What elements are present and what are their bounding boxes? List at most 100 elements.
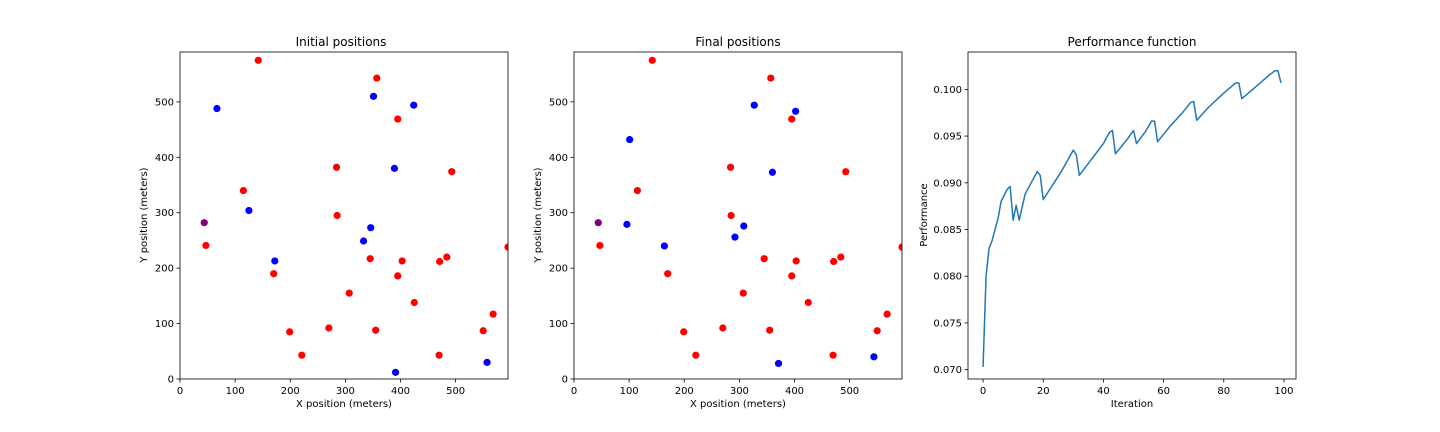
final-x-tick-label: 500 — [840, 386, 859, 397]
final-red-point — [788, 115, 796, 123]
performance-axes-frame — [967, 51, 1297, 380]
performance-y-axis-label: Performance — [919, 183, 930, 246]
initial-red-point — [373, 74, 381, 82]
performance-x-tick-label: 20 — [1037, 386, 1050, 397]
initial-blue-point — [369, 92, 378, 100]
performance-panel: Performance function Iteration Performan… — [919, 35, 1297, 410]
initial-blue-point — [367, 224, 375, 232]
final-x-tick-label: 100 — [620, 386, 639, 397]
final-red-point — [842, 168, 850, 176]
final-blue-point — [768, 168, 777, 176]
initial-x-tick-label: 300 — [336, 386, 355, 397]
initial-red-point — [394, 115, 402, 123]
initial-x-tick-label: 500 — [446, 386, 465, 397]
final-blue-point — [792, 107, 800, 115]
final-red-point — [873, 327, 881, 335]
final-purple-point — [594, 219, 602, 227]
initial-x-axis-label: X position (meters) — [296, 399, 392, 410]
final-red-point — [648, 56, 656, 64]
initial-y-tick-label: 200 — [155, 264, 174, 275]
performance-y-tick-label: 0.070 — [933, 365, 962, 376]
final-x-tick-label: 300 — [730, 386, 749, 397]
performance-y-tick-label: 0.100 — [933, 85, 962, 96]
initial-red-point — [398, 257, 406, 265]
final-red-point — [804, 298, 812, 307]
final-y-axis-label: Y position (meters) — [533, 167, 544, 263]
final-x-axis-label: X position (meters) — [690, 399, 786, 410]
final-positions-panel: Final positions X position (meters) Y po… — [533, 35, 903, 410]
final-y-tick-label: 300 — [549, 208, 568, 219]
performance-x-tick-label: 40 — [1097, 386, 1110, 397]
performance-x-tick-label: 100 — [1274, 386, 1293, 397]
initial-red-point — [435, 351, 443, 359]
initial-red-point — [202, 241, 210, 250]
performance-y-tick-label: 0.085 — [933, 225, 962, 236]
final-red-point — [792, 257, 800, 265]
final-red-point — [766, 326, 774, 334]
initial-blue-point — [245, 206, 253, 215]
final-red-point — [719, 324, 727, 332]
final-blue-point — [660, 242, 669, 250]
initial-red-point — [436, 257, 444, 266]
initial-red-point — [345, 289, 353, 297]
initial-positions-title: Initial positions — [296, 35, 387, 49]
final-plot-area — [594, 56, 902, 368]
initial-red-point — [286, 328, 294, 336]
initial-blue-point — [213, 104, 221, 113]
initial-blue-point — [483, 358, 491, 366]
initial-red-point — [489, 310, 497, 318]
final-blue-point — [750, 101, 758, 109]
final-red-point — [830, 257, 838, 266]
initial-blue-point — [390, 164, 399, 172]
final-x-tick-label: 0 — [571, 386, 577, 397]
final-x-tick-label: 400 — [785, 386, 804, 397]
final-red-point — [633, 186, 641, 195]
initial-blue-point — [410, 101, 418, 109]
initial-x-tick-label: 100 — [226, 386, 245, 397]
final-red-point — [726, 163, 735, 171]
performance-x-tick-label: 80 — [1217, 386, 1230, 397]
initial-red-point — [479, 327, 487, 335]
final-blue-point — [731, 233, 739, 241]
performance-y-tick-label: 0.075 — [933, 318, 962, 329]
final-red-point — [837, 253, 845, 261]
final-red-point — [664, 270, 672, 278]
initial-red-point — [448, 168, 456, 176]
final-axes-frame — [573, 51, 903, 380]
performance-x-tick-label: 0 — [980, 386, 986, 397]
initial-red-point — [254, 56, 262, 64]
final-red-point — [767, 74, 775, 82]
initial-positions-panel: Initial positions X position (meters) Y … — [139, 35, 509, 410]
final-red-point — [727, 211, 735, 220]
initial-blue-point — [391, 368, 400, 376]
final-red-point — [760, 255, 768, 263]
performance-y-tick-label: 0.080 — [933, 272, 962, 283]
performance-x-axis-label: Iteration — [1111, 399, 1153, 410]
final-blue-point — [740, 222, 748, 230]
initial-red-point — [394, 272, 402, 280]
initial-blue-point — [359, 237, 368, 245]
initial-y-tick-label: 400 — [155, 153, 174, 164]
initial-blue-point — [271, 257, 279, 265]
initial-purple-point — [200, 219, 208, 227]
initial-red-point — [270, 270, 278, 278]
initial-plot-area — [200, 56, 508, 376]
final-red-point — [596, 241, 604, 250]
initial-axes-frame — [179, 51, 509, 380]
final-y-tick-label: 0 — [562, 375, 568, 386]
final-blue-point — [623, 220, 631, 228]
performance-y-tick-label: 0.095 — [933, 132, 962, 143]
initial-y-tick-label: 100 — [155, 319, 174, 330]
initial-red-point — [504, 243, 508, 251]
final-red-point — [829, 351, 837, 359]
initial-red-point — [333, 211, 341, 220]
final-y-tick-label: 200 — [549, 264, 568, 275]
final-y-tick-label: 400 — [549, 153, 568, 164]
final-positions-title: Final positions — [695, 35, 780, 49]
performance-y-tick-label: 0.090 — [933, 178, 962, 189]
final-red-point — [883, 310, 891, 318]
final-red-point — [739, 289, 747, 297]
initial-y-tick-label: 0 — [168, 375, 174, 386]
initial-red-point — [298, 351, 306, 359]
